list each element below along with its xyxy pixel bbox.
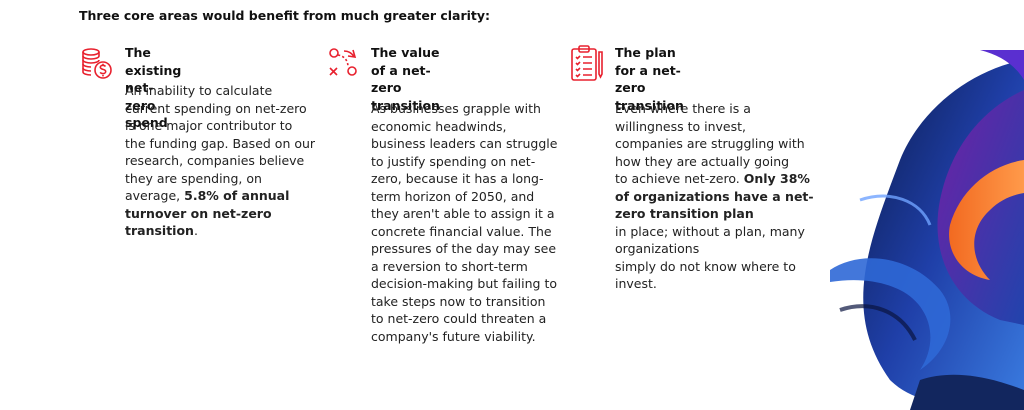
column-title: The plan for a net-zero transition bbox=[615, 44, 684, 114]
body-text: An inability to calculate bbox=[125, 83, 273, 98]
body-text: invest. bbox=[615, 276, 657, 291]
strategy-play-icon bbox=[329, 48, 357, 76]
body-line: pressures of the day may see bbox=[371, 240, 557, 258]
body-line: turnover on net-zero bbox=[125, 205, 315, 223]
body-line: economic headwinds, bbox=[371, 118, 557, 136]
column-body: Even where there is a willingness to inve… bbox=[615, 100, 814, 293]
body-line: term horizon of 2050, and bbox=[371, 188, 557, 206]
body-line: current spending on net-zero bbox=[125, 100, 315, 118]
column-title: The existing net-zero spend bbox=[125, 45, 182, 130]
coins-dollar-icon bbox=[82, 48, 112, 79]
body-text: term horizon of 2050, and bbox=[371, 188, 535, 204]
body-text: As businesses grapple with bbox=[371, 101, 541, 116]
body-line: of organizations have a net- bbox=[615, 188, 814, 206]
body-text: to achieve net-zero. bbox=[615, 171, 744, 186]
body-line: to achieve net-zero. Only 38% bbox=[615, 170, 814, 188]
body-line: average, 5.8% of annual bbox=[125, 187, 315, 205]
body-line: willingness to invest, bbox=[615, 118, 814, 136]
body-text: business leaders can struggle bbox=[371, 136, 558, 151]
body-line: concrete financial value. The bbox=[371, 223, 557, 241]
body-line: organizations bbox=[615, 240, 814, 258]
body-text: to net-zero could threaten a bbox=[371, 311, 547, 326]
body-line: a reversion to short-term bbox=[371, 258, 557, 276]
body-line: As businesses grapple with bbox=[371, 100, 557, 118]
body-text: Even where there is a bbox=[615, 101, 751, 116]
body-line: they aren't able to assign it a bbox=[371, 205, 557, 223]
body-line: Even where there is a bbox=[615, 100, 814, 118]
emphasis-text: turnover on net-zero bbox=[125, 205, 272, 221]
abstract-swirl-artwork bbox=[830, 50, 1024, 410]
emphasis-text: zero transition plan bbox=[615, 206, 754, 221]
body-line: is one major contributor to bbox=[125, 117, 315, 135]
column-title-line: The value of a net-zero bbox=[371, 45, 440, 95]
body-line: invest. bbox=[615, 275, 814, 293]
body-text: the funding gap. Based on our bbox=[125, 135, 316, 151]
body-text: economic headwinds, bbox=[371, 118, 507, 134]
section-heading: Three core areas would benefit from much… bbox=[79, 8, 491, 23]
body-line: company's future viability. bbox=[371, 328, 557, 346]
body-text: simply do not know where to bbox=[615, 258, 796, 274]
body-line: to justify spending on net- bbox=[371, 153, 557, 171]
column-title-line: The plan for a net-zero bbox=[615, 45, 681, 95]
body-text: research, companies believe bbox=[125, 153, 305, 168]
body-line: transition. bbox=[125, 222, 315, 240]
body-text: take steps now to transition bbox=[371, 293, 546, 309]
body-line: in place; without a plan, many bbox=[615, 223, 814, 241]
body-line: zero transition plan bbox=[615, 205, 814, 223]
emphasis-text: Only 38% bbox=[743, 171, 810, 186]
body-text: company's future viability. bbox=[371, 328, 536, 344]
column-title: The value of a net-zero transition bbox=[371, 44, 440, 114]
body-line: decision-making but failing to bbox=[371, 275, 557, 293]
body-line: to net-zero could threaten a bbox=[371, 310, 557, 328]
body-text: is one major contributor to bbox=[125, 118, 293, 133]
body-text: pressures of the day may see bbox=[371, 241, 557, 256]
column-body: As businesses grapple with economic headw… bbox=[371, 100, 557, 345]
body-text: zero, because it has a long- bbox=[371, 171, 544, 186]
body-line: how they are actually going bbox=[615, 153, 814, 171]
body-line: business leaders can struggle bbox=[371, 135, 557, 153]
column-title-line: transition bbox=[615, 97, 684, 113]
body-text: they are spending, on bbox=[125, 170, 262, 186]
body-line: take steps now to transition bbox=[371, 293, 557, 311]
body-line: companies are struggling with bbox=[615, 135, 814, 153]
body-text: decision-making but failing to bbox=[371, 276, 558, 291]
body-line: simply do not know where to bbox=[615, 258, 814, 276]
body-text: . bbox=[193, 223, 198, 238]
body-text: in place; without a plan, many bbox=[615, 223, 805, 239]
body-text: organizations bbox=[615, 241, 700, 256]
body-text: concrete financial value. The bbox=[371, 223, 552, 239]
clipboard-checklist-icon bbox=[571, 45, 603, 81]
body-text: companies are struggling with bbox=[615, 136, 805, 151]
emphasis-text: transition bbox=[125, 223, 194, 238]
body-text: willingness to invest, bbox=[615, 118, 746, 134]
column-title-line: transition bbox=[371, 97, 440, 113]
body-text: average, bbox=[125, 188, 185, 203]
body-line: zero, because it has a long- bbox=[371, 170, 557, 188]
column-body: An inability to calculate current spendin… bbox=[125, 82, 315, 240]
body-text: current spending on net-zero bbox=[125, 100, 307, 116]
emphasis-text: of organizations have a net- bbox=[615, 188, 814, 204]
body-line: they are spending, on bbox=[125, 170, 315, 188]
body-line: the funding gap. Based on our bbox=[125, 135, 315, 153]
body-text: they aren't able to assign it a bbox=[371, 206, 555, 221]
emphasis-text: 5.8% of annual bbox=[184, 188, 290, 203]
body-text: how they are actually going bbox=[615, 153, 790, 169]
body-text: to justify spending on net- bbox=[371, 153, 536, 169]
body-text: a reversion to short-term bbox=[371, 258, 528, 274]
body-line: An inability to calculate bbox=[125, 82, 315, 100]
body-line: research, companies believe bbox=[125, 152, 315, 170]
